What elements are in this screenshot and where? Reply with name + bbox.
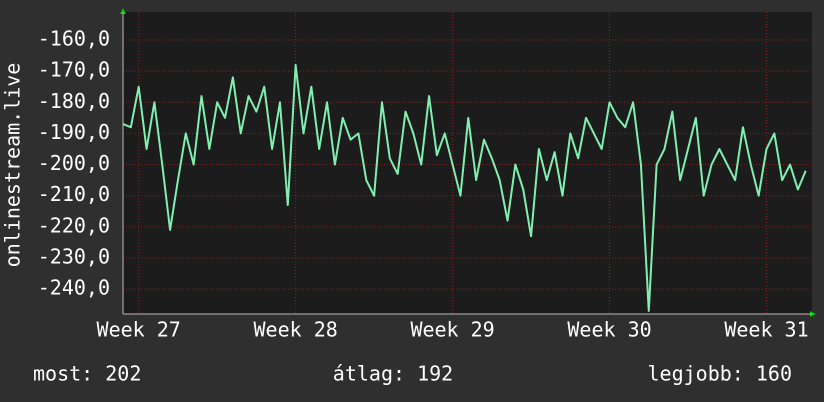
x-tick-label: Week 29 [410,318,494,342]
x-tick-label: Week 27 [97,318,181,342]
data-line [122,63,807,312]
y-tick-label: -220,0 [38,213,110,237]
axis-arrow [810,311,816,317]
y-axis-label: onlinestream.live [1,63,25,268]
plot-area [123,12,812,314]
x-tick-label: Week 28 [253,318,337,342]
x-tick-label: Week 31 [724,318,808,342]
y-tick-label: -180,0 [38,89,110,113]
footer-current: most: 202 [33,362,141,386]
y-tick-label: -210,0 [38,182,110,206]
y-tick-label: -170,0 [38,58,110,82]
y-tick-label: -240,0 [38,276,110,300]
footer-average: átlag: 192 [333,362,453,386]
y-tick-label: -190,0 [38,120,110,144]
y-tick-label: -200,0 [38,151,110,175]
x-tick-label: Week 30 [567,318,651,342]
y-tick-label: -160,0 [38,27,110,51]
y-tick-label: -230,0 [38,244,110,268]
footer-best: legjobb: 160 [648,362,793,386]
axis-arrow [120,8,126,14]
